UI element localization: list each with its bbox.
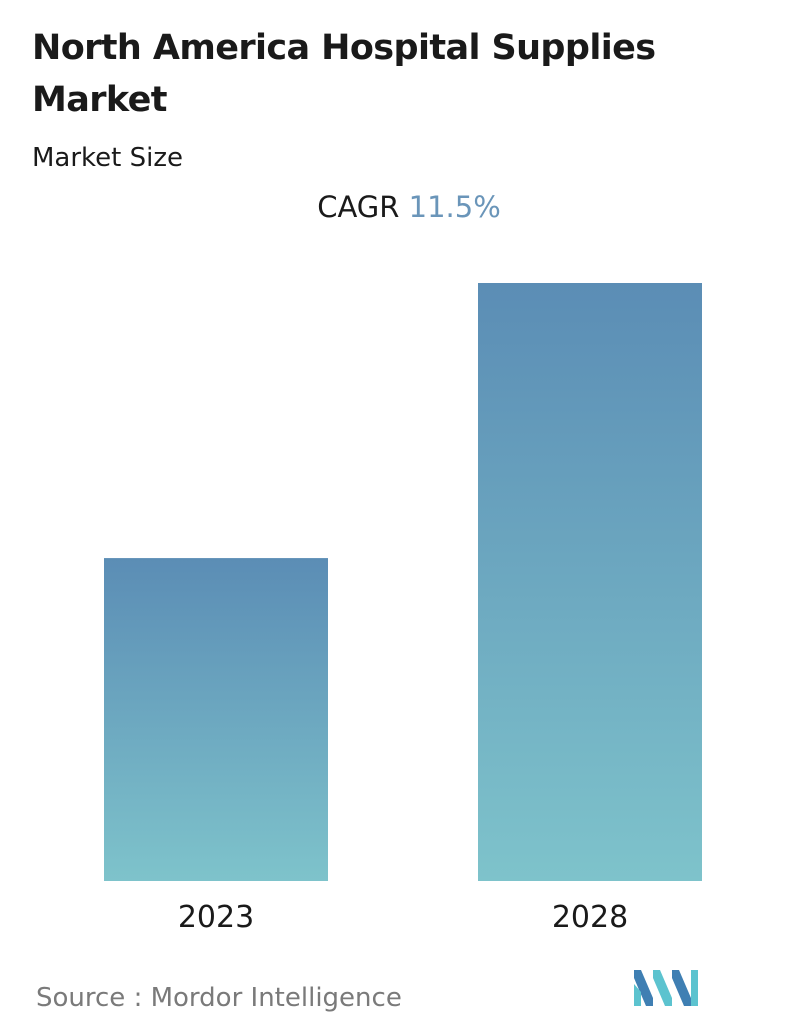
logo-shape-right [672, 970, 691, 1006]
bar-2023 [104, 558, 328, 881]
source-attribution: Source : Mordor Intelligence [36, 978, 402, 1018]
source-label: Source : [36, 983, 143, 1013]
cagr-text: CAGR [317, 190, 400, 224]
logo-shape-bar2 [691, 970, 698, 1006]
x-tick-label-2028: 2028 [552, 900, 628, 935]
logo-shape-mid [653, 970, 672, 1006]
chart-subtitle: Market Size [32, 143, 184, 173]
logo-shape-left [634, 970, 653, 1006]
bars-group [104, 283, 702, 881]
x-axis-labels: 2023 2028 [178, 900, 628, 935]
bar-2028 [478, 283, 702, 881]
mordor-intelligence-logo-icon [634, 970, 698, 1006]
source-name: Mordor Intelligence [150, 983, 402, 1013]
bar-chart: 2023 2028 [104, 283, 702, 935]
x-tick-label-2023: 2023 [178, 900, 254, 935]
cagr-value: 11.5% [408, 190, 501, 224]
logo-shape-bar1 [634, 984, 641, 1006]
cagr-label: CAGR 11.5% [0, 186, 796, 228]
chart-title: North America Hospital Supplies Market [32, 28, 656, 120]
